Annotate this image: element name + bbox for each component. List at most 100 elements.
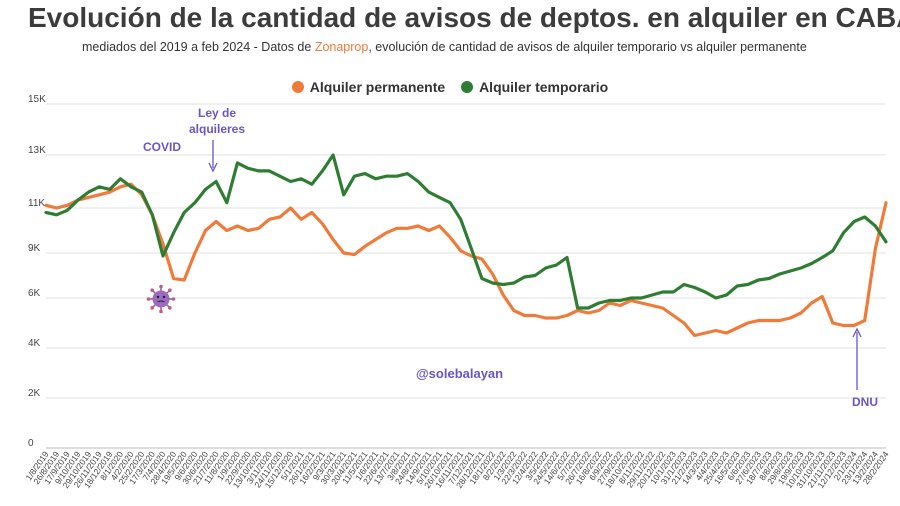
data-point-temporario (619, 299, 621, 302)
data-point-temporario (66, 209, 69, 212)
data-point-temporario (566, 256, 568, 259)
data-point-temporario (885, 240, 887, 243)
data-point-permanente (746, 322, 749, 324)
data-point-permanente (289, 207, 292, 209)
data-point-permanente (459, 249, 462, 252)
data-point-permanente (321, 222, 324, 225)
data-point-permanente (194, 252, 196, 254)
data-point-permanente (598, 309, 600, 312)
data-point-permanente (342, 252, 345, 254)
data-point-temporario (491, 282, 494, 284)
virus-spike-tip (168, 288, 172, 292)
data-point-temporario (746, 283, 749, 286)
data-point-permanente (417, 225, 419, 227)
data-point-temporario (236, 162, 239, 164)
data-point-temporario (417, 180, 419, 183)
data-point-permanente (661, 307, 664, 309)
data-point-permanente (183, 279, 186, 281)
data-point-temporario (789, 270, 792, 272)
virus-spike-tip (171, 297, 176, 301)
data-point-temporario (215, 180, 217, 183)
subtitle-suffix: , evolución de cantidad de avisos de alq… (368, 40, 807, 54)
annotations: COVID Ley de alquileres DNU @solebalayan (143, 106, 878, 409)
data-point-permanente (108, 191, 111, 193)
data-point-permanente (576, 309, 579, 312)
legend: Alquiler permanente Alquiler temporario (0, 79, 900, 96)
y-tick-label: 4K (28, 338, 41, 349)
data-point-permanente (544, 317, 547, 319)
data-point-permanente (215, 220, 217, 223)
data-point-temporario (608, 299, 611, 302)
data-point-temporario (704, 291, 707, 293)
data-point-temporario (513, 282, 515, 284)
data-point-permanente (832, 322, 834, 324)
data-point-permanente (608, 302, 611, 304)
data-point-permanente (704, 332, 707, 334)
data-point-temporario (821, 256, 824, 259)
data-point-permanente (300, 218, 302, 221)
data-point-permanente (555, 317, 558, 319)
ley-arrow-head (208, 162, 218, 173)
virus-eye (156, 295, 160, 299)
subtitle-prefix: mediados del 2019 a feb 2024 - Datos de (82, 40, 315, 54)
data-point-permanente (449, 236, 451, 239)
data-point-temporario (45, 211, 47, 214)
data-point-permanente (874, 247, 877, 250)
data-point-temporario (311, 183, 313, 185)
data-point-permanente (98, 193, 100, 196)
data-point-permanente (651, 304, 653, 307)
data-point-permanente (502, 294, 505, 296)
virus-spike-tip (146, 297, 151, 301)
data-point-permanente (45, 204, 47, 207)
data-point-permanente (406, 227, 409, 230)
data-point-permanente (778, 319, 781, 322)
data-point-temporario (587, 307, 590, 309)
data-point-permanente (768, 319, 770, 322)
y-axis: 0 2K 4K 6K 9K 11K 13K 15K (28, 94, 46, 449)
data-point-temporario (87, 191, 90, 193)
data-point-permanente (427, 229, 430, 232)
data-point-temporario (342, 193, 345, 196)
data-point-temporario (800, 267, 802, 269)
data-point-permanente (683, 322, 685, 324)
author-handle: @solebalayan (416, 366, 503, 381)
data-point-permanente (66, 204, 69, 207)
data-point-permanente (87, 196, 90, 199)
data-point-temporario (768, 277, 770, 280)
y-tick-label: 15K (28, 94, 46, 105)
legend-item-permanente[interactable]: Alquiler permanente (291, 79, 445, 95)
annotation-ley-line2: alquileres (189, 122, 245, 136)
virus-body (152, 290, 170, 308)
data-point-temporario (55, 213, 58, 216)
data-point-permanente (757, 319, 760, 322)
data-point-temporario (736, 285, 738, 287)
data-point-temporario (353, 175, 356, 177)
data-point-permanente (364, 245, 366, 248)
data-point-temporario (778, 273, 781, 275)
series-line-permanente[interactable] (44, 182, 888, 338)
data-point-permanente (619, 304, 621, 307)
data-point-permanente (385, 231, 388, 234)
data-point-temporario (598, 302, 600, 304)
data-point-temporario (385, 175, 388, 177)
data-point-temporario (874, 225, 877, 227)
x-axis: 1/8/201926/8/201917/9/20199/10/201929/10… (23, 449, 890, 490)
data-point-permanente (332, 238, 334, 241)
legend-item-temporario[interactable]: Alquiler temporario (461, 79, 608, 95)
data-point-permanente (800, 312, 802, 314)
virus-emoji-icon (146, 284, 176, 314)
data-point-permanente (470, 255, 473, 257)
data-point-permanente (821, 295, 824, 298)
series-line-temporario[interactable] (44, 153, 888, 310)
data-point-temporario (406, 172, 409, 175)
data-point-permanente (789, 317, 792, 319)
data-point-permanente (725, 332, 728, 334)
virus-mouth (157, 300, 165, 303)
data-point-temporario (555, 264, 558, 266)
data-point-temporario (247, 167, 249, 170)
data-point-temporario (523, 276, 526, 278)
data-point-permanente (481, 258, 483, 260)
data-point-permanente (236, 225, 239, 227)
data-point-permanente (587, 312, 590, 314)
data-point-temporario (257, 170, 260, 172)
